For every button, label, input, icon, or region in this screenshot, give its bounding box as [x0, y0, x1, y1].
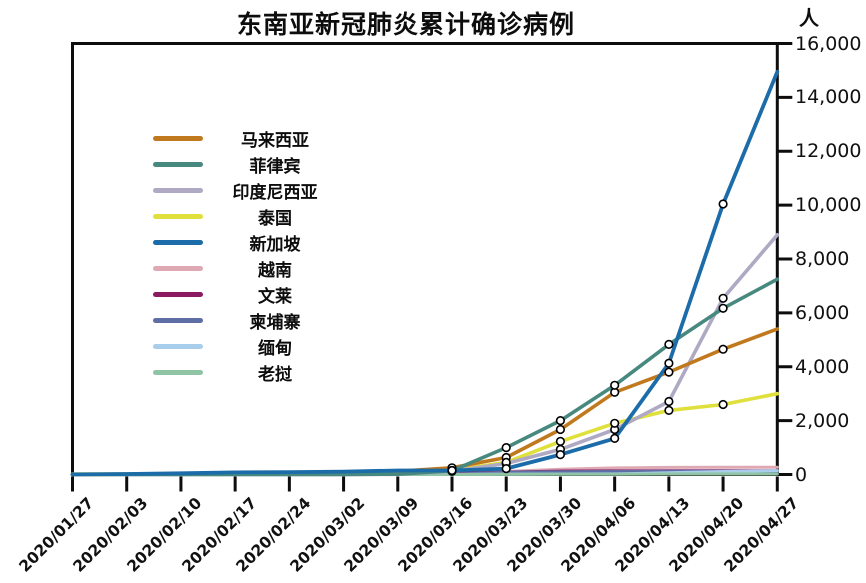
- y-axis-unit-label: 人: [799, 6, 819, 30]
- y-tick-label: 10,000: [795, 194, 862, 217]
- legend-item-老挝: 老挝: [153, 359, 339, 385]
- legend-label: 新加坡: [249, 234, 301, 255]
- legend-item-缅甸: 缅甸: [153, 333, 339, 359]
- data-point-marker: [664, 339, 674, 350]
- y-tick-label: 0: [795, 463, 808, 486]
- legend-swatch: [153, 135, 203, 141]
- data-point-marker: [501, 464, 511, 474]
- legend-item-新加坡: 新加坡: [153, 229, 339, 255]
- data-point-marker: [664, 358, 674, 368]
- series-line-泰国: [70, 391, 780, 476]
- data-point-marker: [718, 199, 728, 209]
- legend-swatch: [153, 265, 203, 271]
- legend-label: 马来西亚: [241, 130, 309, 151]
- data-point-marker: [555, 416, 566, 426]
- legend-swatch: [153, 369, 203, 375]
- legend-label: 老挝: [258, 364, 292, 385]
- y-tick-label: 4,000: [795, 355, 850, 378]
- legend-swatch: [153, 187, 203, 193]
- legend-label: 泰国: [258, 208, 292, 229]
- legend-item-越南: 越南: [153, 255, 339, 281]
- legend-swatch: [153, 343, 203, 349]
- y-tick-label: 12,000: [795, 140, 862, 163]
- legend-item-柬埔寨: 柬埔寨: [153, 307, 339, 333]
- data-point-marker: [555, 424, 566, 435]
- data-point-marker: [610, 380, 620, 390]
- legend-swatch: [153, 161, 203, 167]
- series-line-新加坡: [70, 69, 780, 477]
- legend-swatch: [153, 291, 203, 297]
- legend-label: 印度尼西亚: [232, 182, 318, 203]
- data-point-marker: [718, 303, 728, 313]
- chart-title: 东南亚新冠肺炎累计确诊病例: [236, 10, 575, 39]
- legend-swatch: [153, 239, 203, 245]
- y-tick-label: 6,000: [795, 301, 850, 324]
- data-point-marker: [718, 344, 728, 354]
- data-point-marker: [664, 396, 674, 407]
- y-tick-label: 14,000: [795, 86, 862, 109]
- data-point-marker: [718, 293, 728, 303]
- legend-item-马来西亚: 马来西亚: [153, 125, 339, 151]
- legend-label: 柬埔寨: [249, 312, 301, 333]
- legend-label: 越南: [258, 260, 292, 281]
- legend-item-印度尼西亚: 印度尼西亚: [153, 177, 339, 203]
- data-point-marker: [610, 418, 620, 428]
- data-point-marker: [610, 433, 620, 444]
- legend-label: 菲律宾: [249, 156, 301, 177]
- data-point-marker: [501, 443, 511, 453]
- chart-legend: 马来西亚菲律宾印度尼西亚泰国新加坡越南文莱柬埔寨缅甸老挝: [153, 125, 339, 385]
- legend-swatch: [153, 213, 203, 219]
- data-point-marker: [447, 465, 457, 476]
- y-tick-label: 8,000: [795, 248, 850, 270]
- legend-item-文莱: 文莱: [153, 281, 339, 307]
- legend-swatch: [153, 317, 203, 323]
- legend-item-菲律宾: 菲律宾: [153, 151, 339, 177]
- data-point-marker: [718, 399, 728, 410]
- legend-label: 文莱: [258, 286, 292, 307]
- data-point-marker: [555, 436, 566, 447]
- legend-label: 缅甸: [258, 338, 292, 359]
- legend-item-泰国: 泰国: [153, 203, 339, 229]
- y-tick-label: 16,000: [795, 32, 862, 55]
- y-tick-label: 2,000: [795, 409, 850, 432]
- data-point-marker: [664, 405, 674, 416]
- data-point-marker: [664, 367, 674, 377]
- data-point-marker: [555, 450, 566, 460]
